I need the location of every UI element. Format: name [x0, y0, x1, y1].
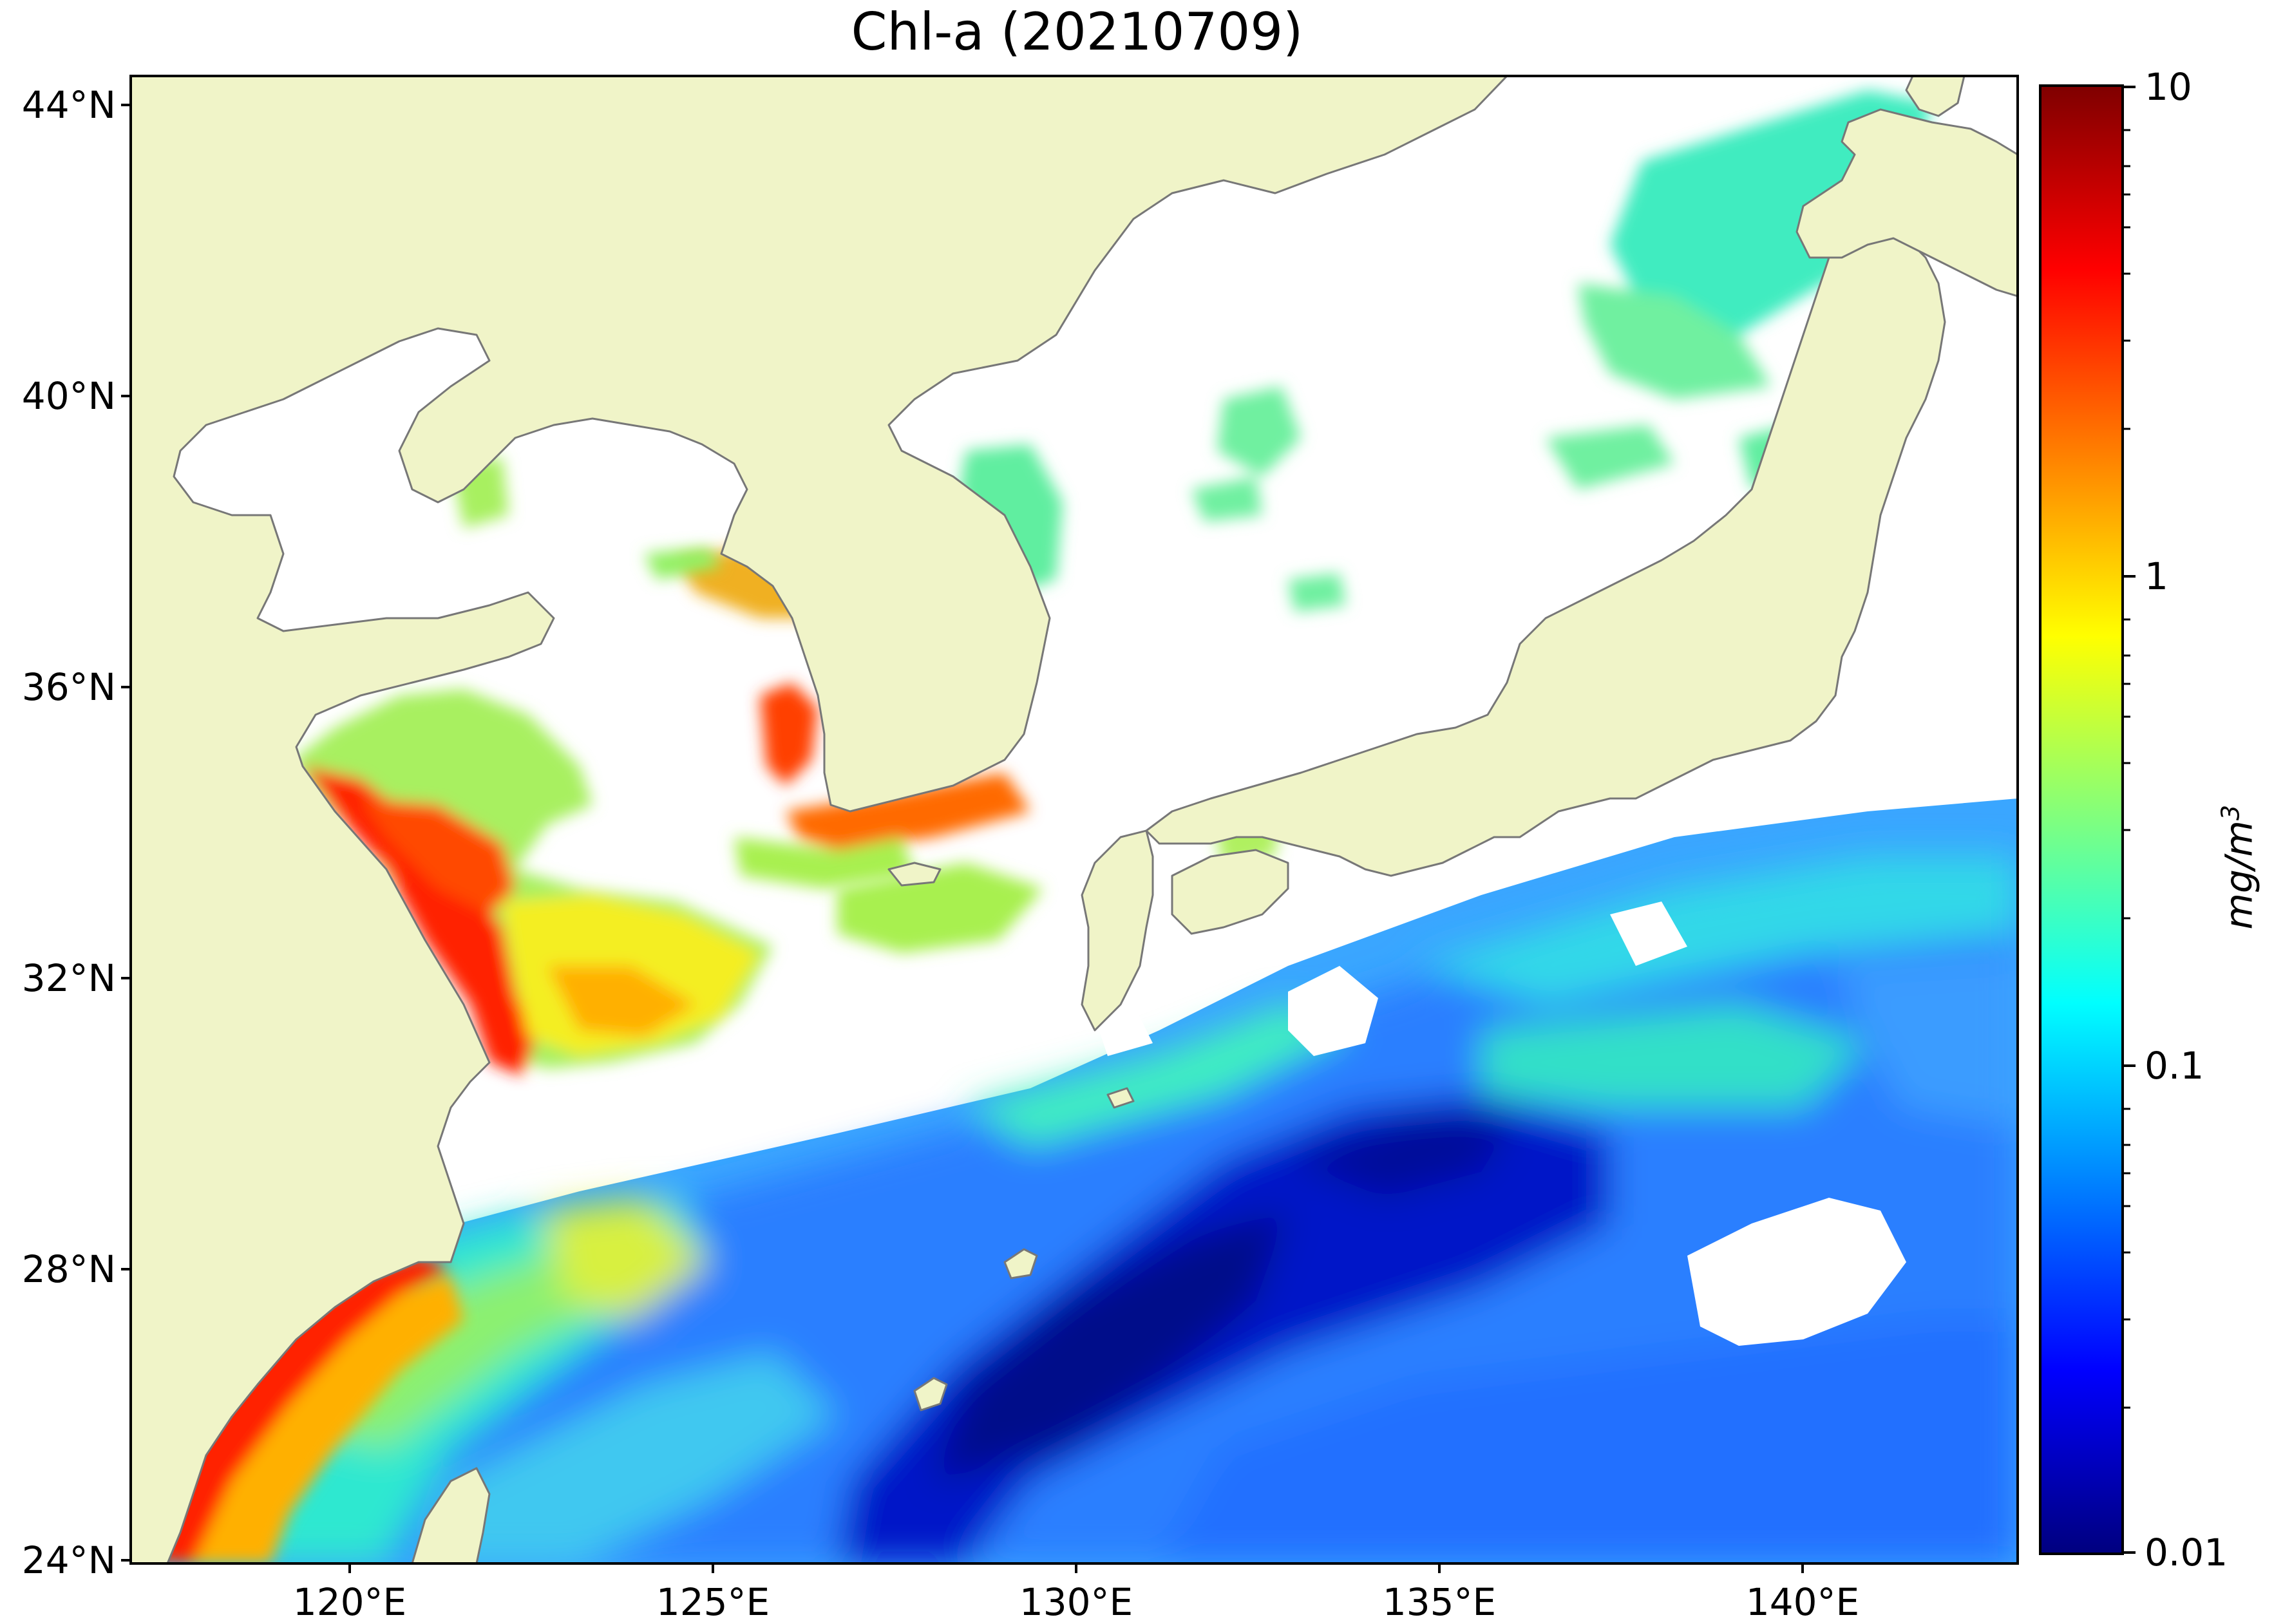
- land-taiwan: [411, 1467, 491, 1563]
- lat-label-24: 24°N: [21, 1538, 116, 1582]
- land-okinawa: [913, 1377, 948, 1412]
- colorbar-tick-10: 10: [2145, 65, 2192, 109]
- colorbar: [2039, 84, 2124, 1555]
- colorbar-unit-label: mg/m3: [2211, 771, 2261, 964]
- land-honshu: [1145, 224, 1946, 877]
- colorbar-tick-0-01: 0.01: [2145, 1531, 2228, 1574]
- pacific-clouds: [1095, 902, 1906, 1346]
- land-amami: [1003, 1248, 1038, 1279]
- lon-label-130: 130°E: [1019, 1580, 1133, 1624]
- lon-label-120: 120°E: [292, 1580, 407, 1624]
- land-sakhalin: [1905, 76, 1966, 117]
- land-asia-mainland: [131, 76, 1508, 1563]
- lat-tick-marks: [121, 104, 131, 1562]
- map-frame: [129, 75, 2019, 1565]
- lon-label-135: 135°E: [1382, 1580, 1497, 1624]
- land-yakushima: [1106, 1087, 1135, 1109]
- map-title: Chl-a (20210709): [851, 2, 1303, 62]
- colorbar-unit-main: mg/m: [2217, 820, 2261, 930]
- colorbar-tick-0-1: 0.1: [2145, 1044, 2204, 1088]
- land-shikoku: [1171, 849, 1289, 935]
- land-kyushu: [1081, 829, 1154, 1032]
- colorbar-unit-exponent: 3: [2216, 804, 2245, 821]
- lon-label-125: 125°E: [656, 1580, 770, 1624]
- lat-label-28: 28°N: [21, 1247, 116, 1291]
- lat-label-40: 40°N: [21, 374, 116, 418]
- land-hokkaido: [1795, 108, 2018, 297]
- colorbar-minor-ticks: [2123, 129, 2130, 1409]
- lon-tick-marks: [348, 1563, 1804, 1573]
- land-jeju: [887, 862, 942, 887]
- land-masses: [131, 76, 2018, 1563]
- colorbar-tick-1: 1: [2145, 554, 2168, 598]
- colorbar-major-ticks: [2123, 86, 2136, 1554]
- lon-label-140: 140°E: [1745, 1580, 1860, 1624]
- lat-label-36: 36°N: [21, 665, 116, 709]
- chl-coastal-field: [131, 547, 1282, 1563]
- lat-label-32: 32°N: [21, 956, 116, 1000]
- lat-label-44: 44°N: [21, 83, 116, 127]
